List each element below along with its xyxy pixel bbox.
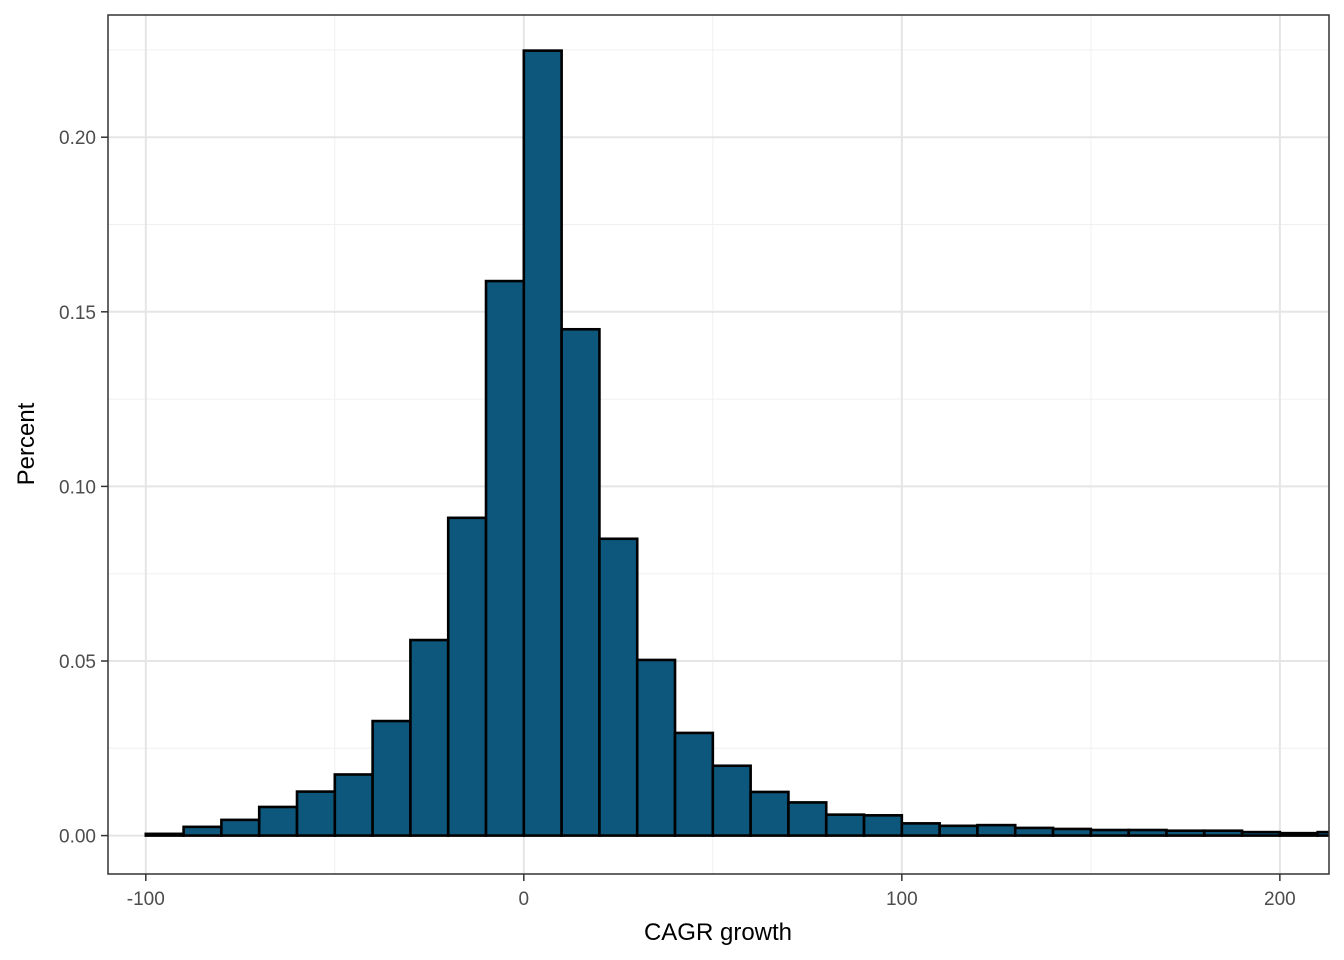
- histogram-bar: [862, 814, 904, 837]
- histogram-bar: [976, 823, 1017, 837]
- histogram-bar: [787, 801, 828, 837]
- histogram-bar: [295, 790, 337, 837]
- y-tick-label: 0.15: [59, 303, 96, 324]
- y-axis-ticks: 0.00 0.05 0.10 0.15 0.20: [59, 128, 108, 848]
- plot-panel-background: [108, 15, 1329, 874]
- histogram-bar: [409, 638, 450, 837]
- histogram-bar: [1013, 826, 1055, 837]
- histogram-bar: [1240, 830, 1282, 837]
- y-tick-label: 0.10: [59, 477, 96, 498]
- y-tick-label: 0.00: [59, 827, 96, 848]
- histogram-bars: [144, 49, 1329, 837]
- histogram-bar: [635, 658, 677, 837]
- x-tick-label: 0: [519, 889, 530, 910]
- x-axis-ticks: -100 0 100 200: [127, 874, 1296, 910]
- histogram-bar: [598, 537, 639, 837]
- histogram-bar: [900, 822, 941, 837]
- y-tick-label: 0.05: [59, 652, 96, 673]
- histogram-bar: [333, 773, 374, 837]
- histogram-bar: [749, 790, 790, 837]
- histogram-bar: [1278, 831, 1319, 837]
- x-tick-label: 100: [886, 889, 918, 910]
- histogram-bar: [1127, 828, 1168, 837]
- histogram-bar: [522, 49, 563, 837]
- histogram-bar: [673, 731, 715, 837]
- y-tick-label: 0.20: [59, 128, 96, 149]
- histogram-bar: [446, 516, 488, 837]
- histogram-bar: [484, 279, 526, 837]
- histogram-bar: [824, 813, 866, 837]
- histogram-bar: [220, 818, 261, 837]
- histogram-bar: [371, 719, 412, 837]
- histogram-bar: [938, 824, 979, 837]
- histogram-bar: [1089, 828, 1130, 837]
- x-tick-label: 200: [1264, 889, 1296, 910]
- histogram-bar: [144, 832, 185, 837]
- histogram-bar: [711, 764, 752, 837]
- minor-gridlines: [108, 15, 1329, 874]
- histogram-bar: [1165, 829, 1206, 837]
- histogram-bar: [257, 805, 299, 837]
- x-axis-title: CAGR growth: [644, 919, 792, 946]
- y-axis-title: Percent: [13, 402, 40, 485]
- histogram-bar: [1316, 830, 1329, 837]
- histogram-bar: [1051, 827, 1093, 837]
- histogram-bar: [560, 327, 601, 837]
- histogram-bar: [1202, 829, 1244, 837]
- histogram-bar: [182, 825, 223, 837]
- plot-panel-border: [107, 14, 1330, 875]
- x-tick-label: -100: [127, 889, 165, 910]
